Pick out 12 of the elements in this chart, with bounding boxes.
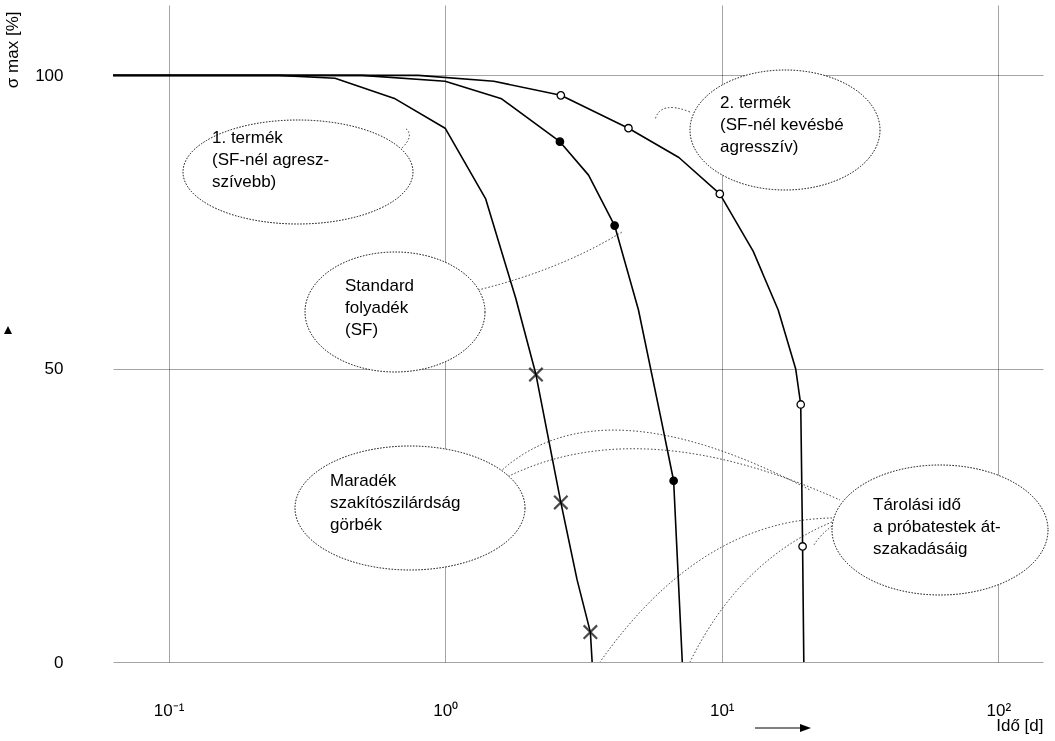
x-tick-label: 10⁰ xyxy=(433,700,459,720)
y-tick-label: 0 xyxy=(54,652,64,672)
y-tick-label: 100 xyxy=(35,65,64,85)
y-tick-label: 50 xyxy=(44,359,64,379)
x-tick-label: 10⁻¹ xyxy=(153,700,185,720)
annotation: 2. termék (SF-nél kevésbé agresszív) xyxy=(720,93,844,156)
annotation: 1. termék (SF-nél agresz- szívebb) xyxy=(212,128,330,191)
annotation: Standard folyadék (SF) xyxy=(345,276,414,339)
x-tick-label: 10¹ xyxy=(709,700,735,720)
y-axis-title: σ max [%] xyxy=(2,11,22,89)
annotation: Tárolási idő a próbatestek át- szakadásáig xyxy=(873,495,1001,558)
annotation: Maradék szakítószilárdság görbék xyxy=(330,471,461,534)
